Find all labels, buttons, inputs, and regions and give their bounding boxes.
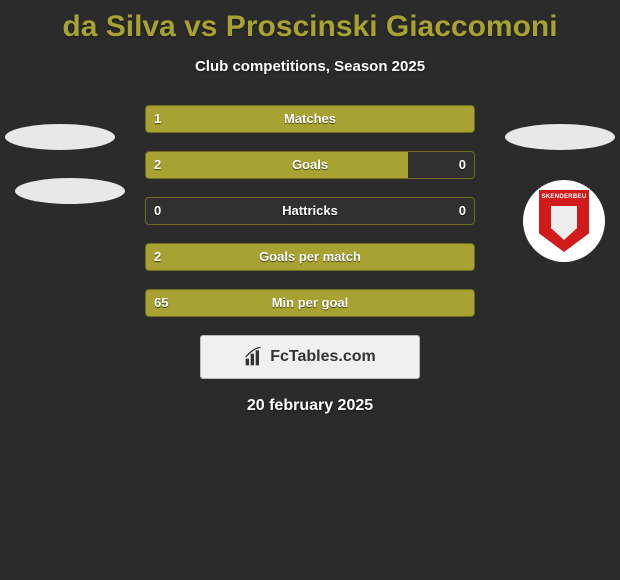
player1-club-slot <box>15 178 125 204</box>
shield-icon: SKENDERBEU <box>539 190 589 252</box>
club-name: SKENDERBEU <box>541 194 586 200</box>
stat-label: Hattricks <box>146 198 474 224</box>
subtitle: Club competitions, Season 2025 <box>0 58 620 75</box>
player1-avatar-slot <box>5 124 115 150</box>
player2-avatar-slot <box>505 124 615 150</box>
page-title: da Silva vs Proscinski Giaccomoni <box>0 0 620 44</box>
stat-label: Matches <box>146 106 474 132</box>
stat-row-matches: 1 Matches <box>145 105 475 133</box>
brand-text: FcTables.com <box>270 348 376 366</box>
stats-container: 1 Matches 2 Goals 0 0 Hattricks 0 2 Goal… <box>145 105 475 317</box>
bar-chart-icon <box>244 347 264 367</box>
stat-row-goals: 2 Goals 0 <box>145 151 475 179</box>
brand-suffix: .com <box>338 348 375 365</box>
player2-club-badge: SKENDERBEU <box>523 180 605 262</box>
stat-label: Min per goal <box>146 290 474 316</box>
stat-value-right: 0 <box>459 152 466 178</box>
stat-row-hattricks: 0 Hattricks 0 <box>145 197 475 225</box>
stat-row-min-per-goal: 65 Min per goal <box>145 289 475 317</box>
stat-label: Goals per match <box>146 244 474 270</box>
brand-box[interactable]: FcTables.com <box>200 335 420 379</box>
stat-label: Goals <box>146 152 474 178</box>
date-text: 20 february 2025 <box>0 397 620 415</box>
brand-name: FcTables <box>270 348 338 365</box>
stat-value-right: 0 <box>459 198 466 224</box>
stat-row-goals-per-match: 2 Goals per match <box>145 243 475 271</box>
